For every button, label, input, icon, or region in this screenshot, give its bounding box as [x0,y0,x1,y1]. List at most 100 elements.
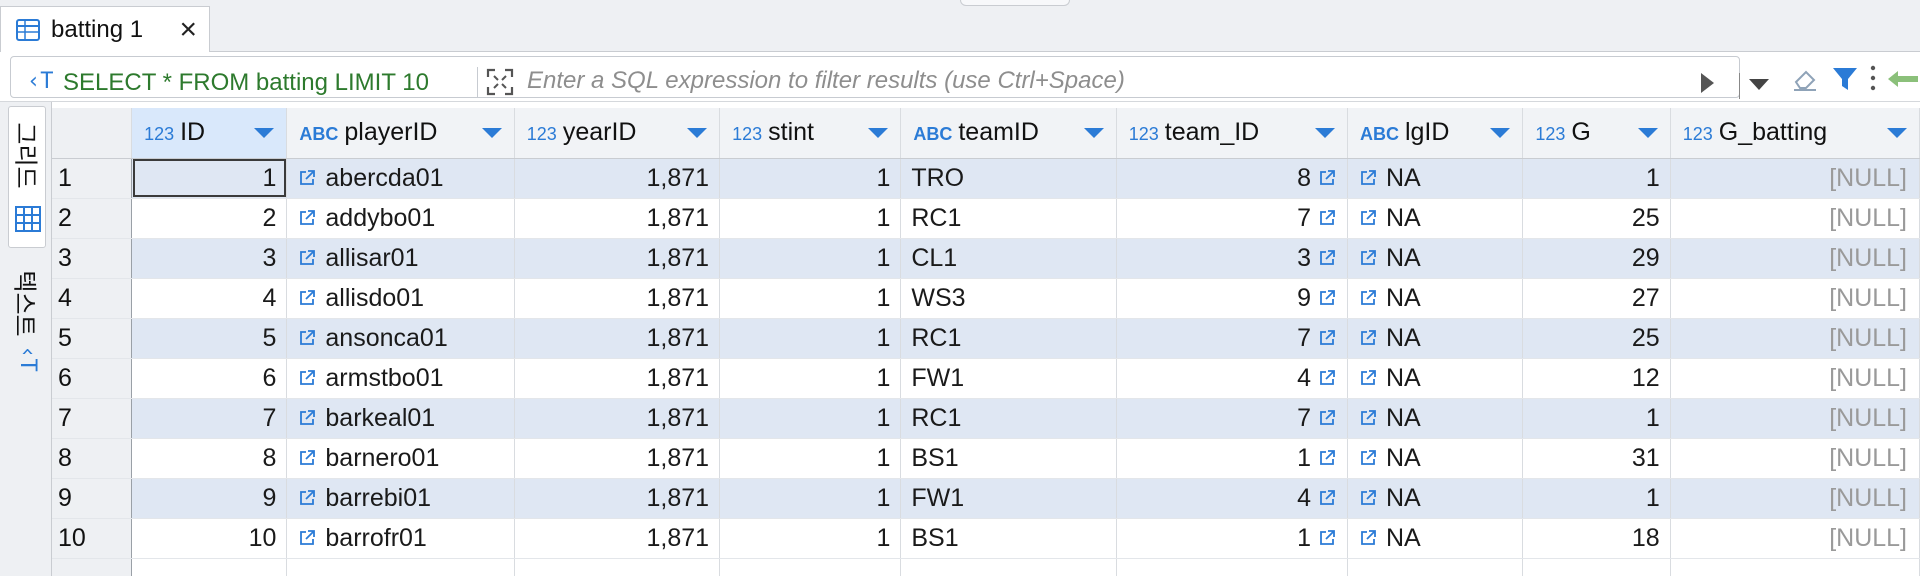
cell-team_ID[interactable]: 4 [1116,478,1348,519]
cell-lgID[interactable]: NA [1347,478,1524,519]
cell-G_batting[interactable]: [NULL] [1670,238,1920,279]
table-row[interactable]: 8 8 barnero01 1,871 1 BS1 1 NA 31 [NULL] [52,438,1920,479]
cell-team_ID[interactable]: 1 [1116,438,1348,479]
open-link-icon[interactable] [1317,368,1337,388]
cell-lgID[interactable]: NA [1347,318,1524,359]
cell-yearID[interactable]: 1,871 [514,438,721,479]
cell-teamID[interactable]: RC1 [900,398,1117,439]
sort-icon[interactable] [687,128,708,138]
column-header-yearID[interactable]: 123 yearID [514,108,721,159]
cell-team_ID[interactable]: 7 [1116,398,1348,439]
cell-G[interactable]: 31 [1522,438,1671,479]
open-link-icon[interactable] [297,248,317,268]
cell-playerID[interactable]: allisar01 [286,238,515,279]
row-number[interactable]: 4 [52,278,133,319]
cell-lgID[interactable]: NA [1347,158,1524,199]
cell-ID[interactable]: 2 [131,198,288,239]
cell-lgID[interactable]: NA [1347,238,1524,279]
open-link-icon[interactable] [1358,328,1378,348]
open-link-icon[interactable] [1358,208,1378,228]
column-header-playerID[interactable]: ABC playerID [286,108,515,159]
sort-icon[interactable] [1637,128,1658,138]
table-row[interactable]: 9 9 barrebi01 1,871 1 FW1 4 NA 1 [NULL] [52,478,1920,519]
column-header-stint[interactable]: 123 stint [719,108,902,159]
filter-history-dropdown-icon[interactable] [1749,79,1769,90]
table-row[interactable]: 10 10 barrofr01 1,871 1 BS1 1 NA 18 [NULL] [52,518,1920,559]
cell-playerID[interactable]: barrebi01 [286,478,515,519]
cell-team_ID[interactable]: 4 [1116,358,1348,399]
row-number[interactable]: 9 [52,478,133,519]
cell-ID[interactable]: 4 [131,278,288,319]
cell-ID[interactable]: 1 [131,158,288,199]
cell-playerID[interactable]: ansonca01 [286,318,515,359]
open-link-icon[interactable] [1317,528,1337,548]
cell-yearID[interactable]: 1,871 [514,238,721,279]
cell-teamID[interactable]: BS1 [900,518,1117,559]
filter-input[interactable] [527,65,1677,97]
open-link-icon[interactable] [1358,408,1378,428]
cell-G_batting[interactable]: [NULL] [1670,278,1920,319]
cell-ID[interactable]: 6 [131,358,288,399]
tab-batting-1[interactable]: batting 1 × [0,6,210,53]
open-link-icon[interactable] [297,528,317,548]
table-row[interactable]: 7 7 barkeal01 1,871 1 RC1 7 NA 1 [NULL] [52,398,1920,439]
open-link-icon[interactable] [297,368,317,388]
cell-playerID[interactable]: barnero01 [286,438,515,479]
cell-stint[interactable]: 1 [719,478,902,519]
cell-G_batting[interactable]: [NULL] [1670,398,1920,439]
column-header-ID[interactable]: 123 ID [131,108,288,159]
sort-icon[interactable] [1887,128,1907,138]
arrow-left-icon[interactable] [1884,64,1920,94]
cell-teamID[interactable]: RC1 [900,318,1117,359]
cell-team_ID[interactable]: 9 [1116,278,1348,319]
row-number[interactable]: 8 [52,438,133,479]
cell-teamID[interactable]: BS1 [900,438,1117,479]
cell-stint[interactable]: 1 [719,198,902,239]
cell-lgID[interactable]: NA [1347,358,1524,399]
open-link-icon[interactable] [297,288,317,308]
tab-grid-view[interactable]: 그리드 [8,106,46,248]
cell-G[interactable]: 12 [1522,358,1671,399]
cell-stint[interactable]: 1 [719,518,902,559]
open-link-icon[interactable] [1358,488,1378,508]
cell-teamID[interactable]: CL1 [900,238,1117,279]
expand-icon[interactable] [485,67,515,97]
table-row[interactable]: 1 1 abercda01 1,871 1 TRO 8 NA 1 [NULL] [52,158,1920,199]
sort-icon[interactable] [254,128,275,138]
open-link-icon[interactable] [297,328,317,348]
open-link-icon[interactable] [1358,448,1378,468]
row-header-corner[interactable] [52,108,133,159]
cell-yearID[interactable]: 1,871 [514,518,721,559]
cell-G_batting[interactable]: [NULL] [1670,198,1920,239]
cell-team_ID[interactable]: 1 [1116,518,1348,559]
open-link-icon[interactable] [297,408,317,428]
cell-ID[interactable]: 8 [131,438,288,479]
open-link-icon[interactable] [1317,248,1337,268]
close-icon[interactable]: × [179,13,197,46]
cell-lgID[interactable]: NA [1347,398,1524,439]
cell-stint[interactable]: 1 [719,158,902,199]
cell-G[interactable]: 1 [1522,398,1671,439]
cell-lgID[interactable]: NA [1347,198,1524,239]
cell-G_batting[interactable]: [NULL] [1670,318,1920,359]
open-link-icon[interactable] [1317,208,1337,228]
open-link-icon[interactable] [1358,528,1378,548]
cell-teamID[interactable]: RC1 [900,198,1117,239]
row-number[interactable]: 1 [52,158,133,199]
panel-toggle-handle[interactable] [960,0,1070,6]
open-link-icon[interactable] [1358,288,1378,308]
cell-G[interactable]: 29 [1522,238,1671,279]
cell-ID[interactable]: 5 [131,318,288,359]
open-link-icon[interactable] [1358,248,1378,268]
cell-playerID[interactable]: addybo01 [286,198,515,239]
column-header-team_ID[interactable]: 123 team_ID [1116,108,1348,159]
cell-G[interactable]: 27 [1522,278,1671,319]
table-row[interactable]: 6 6 armstbo01 1,871 1 FW1 4 NA 12 [NULL] [52,358,1920,399]
column-header-lgID[interactable]: ABC lgID [1347,108,1524,159]
cell-G[interactable]: 25 [1522,318,1671,359]
cell-lgID[interactable]: NA [1347,518,1524,559]
cell-G[interactable]: 25 [1522,198,1671,239]
more-options-icon[interactable] [1870,64,1876,92]
table-row[interactable]: 3 3 allisar01 1,871 1 CL1 3 NA 29 [NULL] [52,238,1920,279]
cell-team_ID[interactable]: 3 [1116,238,1348,279]
